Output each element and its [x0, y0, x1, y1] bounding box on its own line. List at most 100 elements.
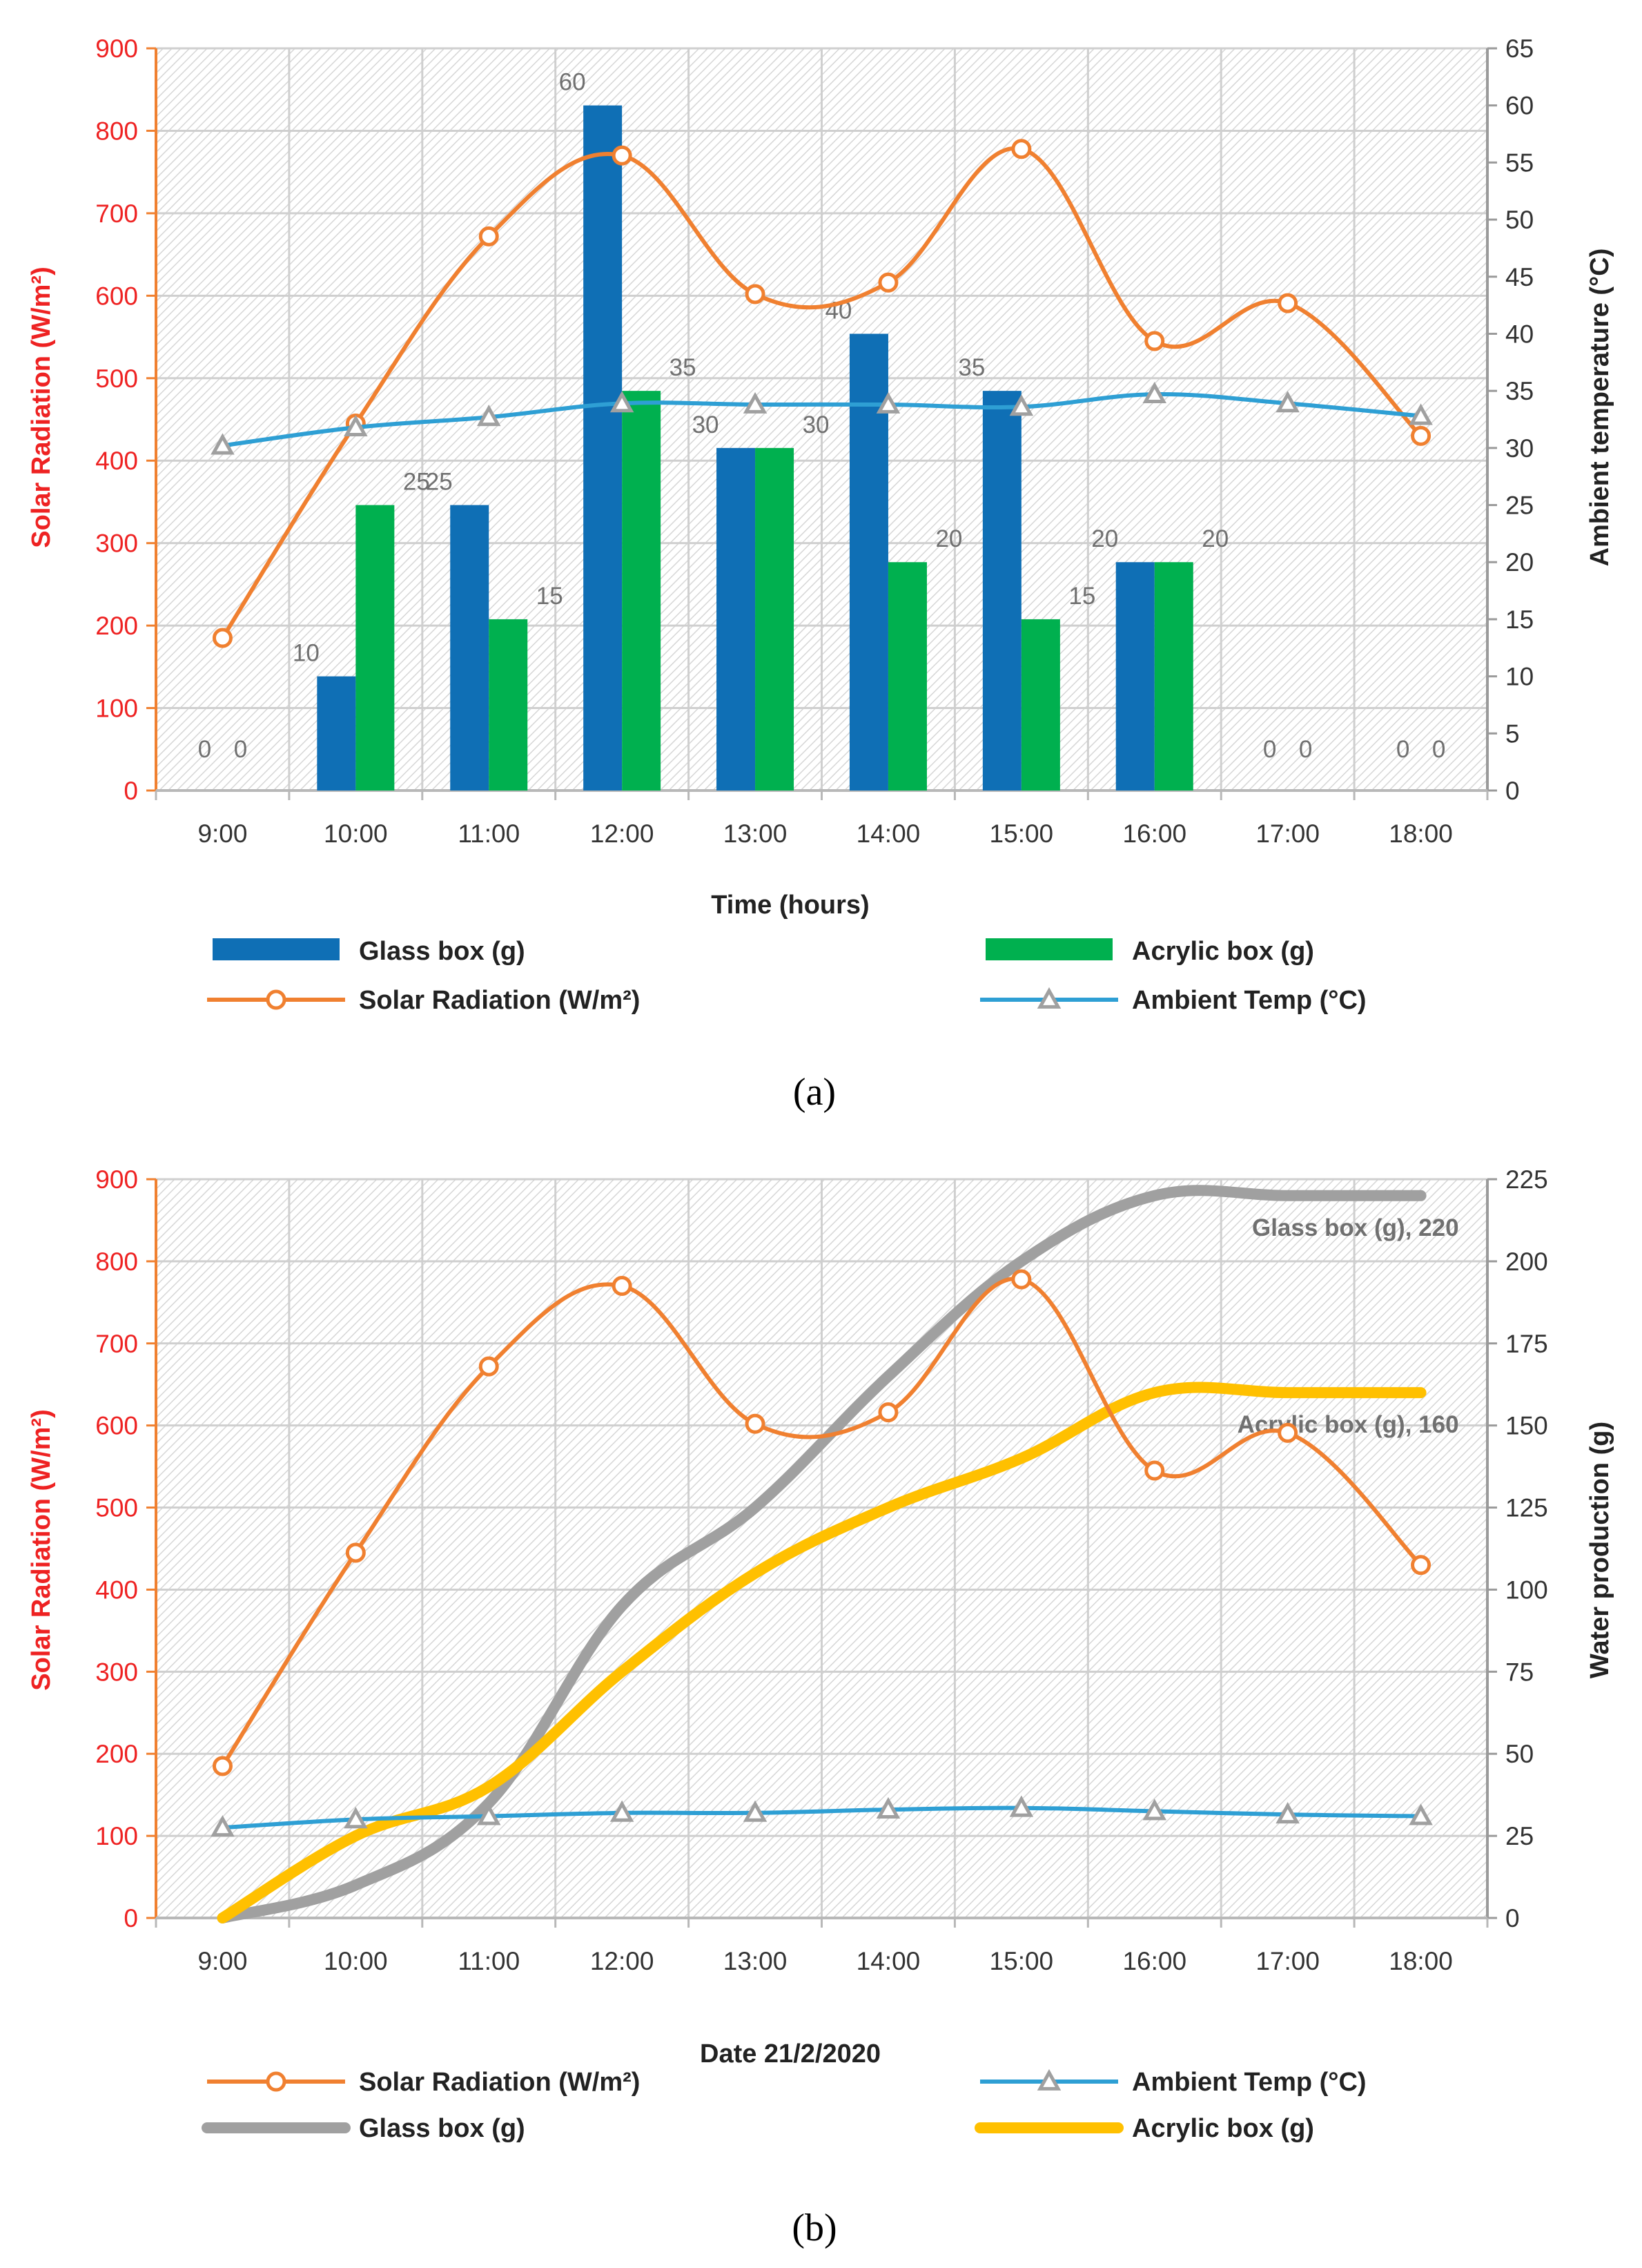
x-tick-label: 14:00 [857, 1947, 921, 1975]
x-tick-label: 9:00 [197, 1947, 247, 1975]
series-end-label: Glass box (g), 220 [1252, 1214, 1459, 1241]
solar-point [1411, 1555, 1431, 1576]
x-tick-label: 17:00 [1255, 1947, 1320, 1975]
legend-marker [1037, 2068, 1062, 2091]
x-tick-label: 14:00 [857, 820, 921, 848]
solar-point [878, 272, 899, 293]
legend-label: Acrylic box (g) [1132, 2114, 1314, 2143]
y-axis-title-a: Solar Radiation (W/m²) [27, 266, 56, 547]
solar-point [478, 1356, 499, 1377]
glass-bar [982, 391, 1022, 791]
y2-tick-label: 150 [1505, 1412, 1548, 1440]
line-series-solar-radiation-w-m [212, 139, 1431, 648]
y2-tick-label: 55 [1505, 148, 1534, 177]
panel-caption-a: (a) [793, 1071, 836, 1114]
solar-point [1278, 1422, 1298, 1443]
acrylic-bar [1154, 562, 1193, 791]
solar-point [1011, 1269, 1032, 1290]
glass-bar-label: 20 [1091, 525, 1118, 552]
y-tick-label: 400 [95, 447, 138, 475]
y-tick-label: 900 [95, 1165, 138, 1194]
temp-point [1276, 391, 1300, 413]
x-tick-label: 17:00 [1255, 820, 1320, 848]
acrylic-bar-label: 0 [1299, 736, 1312, 763]
x-tick-label: 10:00 [324, 1947, 388, 1975]
series-line [220, 1805, 1423, 1830]
solar-point [478, 226, 499, 246]
y-tick-label: 300 [95, 530, 138, 558]
temp-point [1409, 1803, 1433, 1825]
y-tick-label: 300 [95, 1658, 138, 1686]
acrylic-bar-label: 30 [803, 411, 830, 438]
legend: Glass box (g) Acrylic box (g) Solar Radiat… [207, 937, 1367, 1015]
acrylic-bar [755, 447, 794, 791]
y2-tick-label: 20 [1505, 548, 1534, 576]
solar-point [745, 284, 765, 304]
x-tick-label: 15:00 [990, 1947, 1054, 1975]
temp-point [477, 405, 501, 427]
y2-tick-label: 0 [1505, 1904, 1520, 1932]
x-tick-label: 18:00 [1389, 820, 1453, 848]
y2-tick-label: 5 [1505, 719, 1520, 748]
legend-label: Acrylic box (g) [1132, 937, 1314, 966]
glass-bar-label: 25 [426, 469, 453, 496]
solar-point [212, 628, 233, 648]
legend-marker [1037, 987, 1062, 1009]
y-tick-label: 700 [95, 200, 138, 228]
legend-label: Glass box (g) [359, 2114, 525, 2143]
acrylic-bar-label: 35 [669, 354, 696, 381]
y-tick-label: 500 [95, 1494, 138, 1522]
glass-bar-label: 10 [293, 640, 320, 667]
y-tick-label: 600 [95, 282, 138, 310]
chart-panel-a: Time (hours) Solar Radiation (W/m²) Ambi… [27, 35, 1614, 1114]
temp-point [344, 414, 368, 436]
line-series-ambient-temp-c [211, 381, 1433, 455]
temp-point [211, 1815, 235, 1837]
temp-point [211, 433, 235, 455]
y2-tick-label: 200 [1505, 1248, 1548, 1276]
series-line [220, 392, 1423, 448]
temp-point [1409, 403, 1433, 425]
acrylic-bar [489, 619, 528, 791]
glass-bar-label: 0 [1396, 736, 1409, 763]
glass-bar [450, 505, 489, 791]
y2-tick-label: 25 [1505, 1822, 1534, 1850]
y-tick-label: 900 [95, 35, 138, 63]
temp-point [609, 391, 634, 413]
x-axis-title-a: Time (hours) [711, 891, 869, 920]
y2-tick-label: 125 [1505, 1494, 1548, 1522]
solar-point [1411, 425, 1431, 446]
glass-bar [583, 105, 623, 791]
solar-point [1144, 331, 1165, 351]
y2-tick-label: 35 [1505, 377, 1534, 405]
x-tick-label: 9:00 [197, 820, 247, 848]
glass-bar-label: 30 [692, 411, 719, 438]
y-tick-label: 200 [95, 1740, 138, 1768]
y2-tick-label: 50 [1505, 206, 1534, 234]
temp-point [477, 1803, 501, 1825]
glass-bar [1115, 562, 1155, 791]
solar-point [878, 1402, 899, 1423]
acrylic-bar-label: 15 [1068, 583, 1095, 610]
x-tick-label: 15:00 [990, 820, 1054, 848]
temp-point [1276, 1802, 1300, 1824]
acrylic-bar-label: 0 [234, 736, 247, 763]
acrylic-bar-label: 15 [536, 583, 563, 610]
y-tick-label: 500 [95, 365, 138, 393]
solar-point [212, 1756, 233, 1776]
glass-bar-label: 60 [559, 69, 586, 96]
temp-point [743, 1800, 768, 1822]
series-end-label: Acrylic box (g), 160 [1238, 1411, 1459, 1438]
legend-label: Solar Radiation (W/m²) [359, 2068, 640, 2097]
legend-marker [266, 2071, 286, 2092]
y-tick-label: 100 [95, 695, 138, 723]
temp-point [876, 391, 901, 414]
x-tick-label: 12:00 [590, 1947, 654, 1975]
series-line [217, 1185, 1427, 1923]
x-axis-title-b: Date 21/2/2020 [700, 2039, 881, 2068]
y2-tick-label: 15 [1505, 605, 1534, 634]
series-line [220, 146, 1423, 641]
temp-point [1142, 1799, 1166, 1821]
